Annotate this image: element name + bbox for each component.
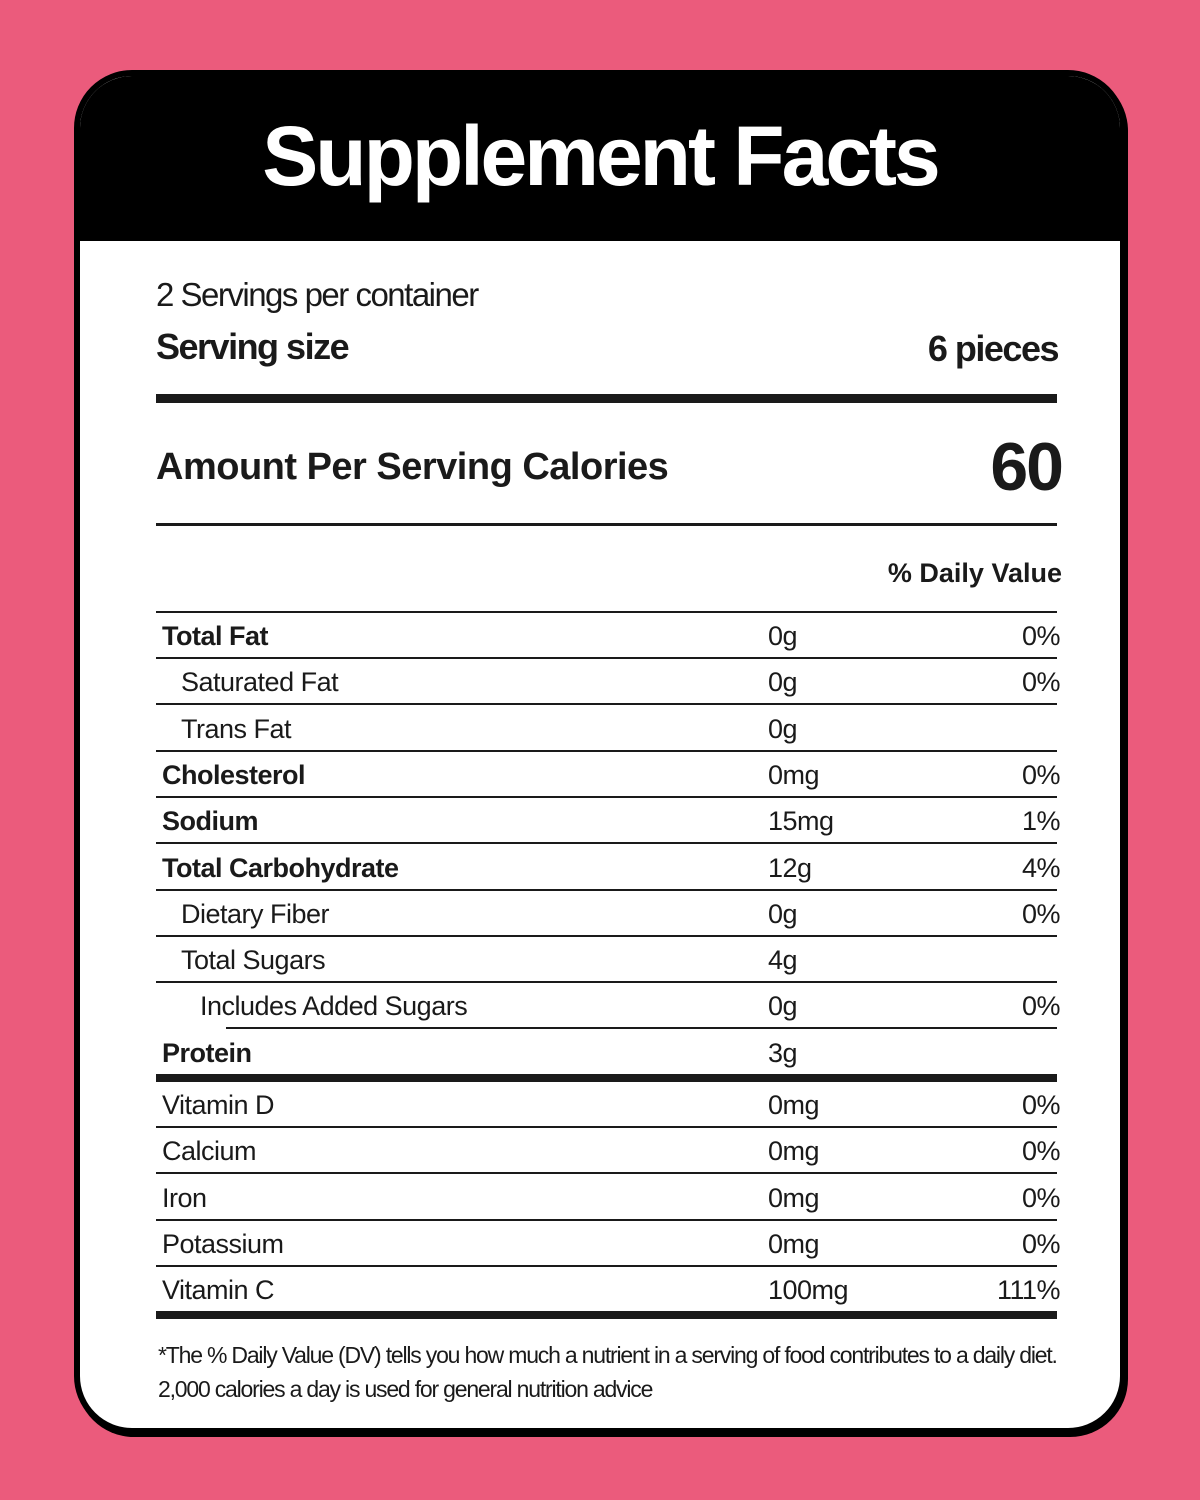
calories-label: Amount Per Serving Calories [156, 446, 669, 488]
nutrient-row: Vitamin D 0mg 0% [156, 1082, 1061, 1128]
nutrient-daily-value: 4% [1021, 852, 1061, 883]
row-divider [156, 749, 1057, 752]
nutrient-row: Includes Added Sugars 0g 0% [156, 983, 1061, 1030]
nutrient-row: Vitamin C 100mg 111% [156, 1267, 1061, 1320]
nutrient-amount: 0g [768, 991, 798, 1022]
row-divider [156, 1264, 1057, 1267]
nutrient-daily-value: 0% [1021, 1182, 1061, 1213]
nutrient-amount: 0mg [768, 759, 820, 790]
nutrient-amount: 4g [768, 945, 798, 976]
nutrient-daily-value: 0% [1021, 898, 1061, 929]
nutrient-row: Total Sugars 4g [156, 937, 1057, 984]
row-divider [156, 1126, 1057, 1128]
nutrient-daily-value: 0% [1021, 991, 1061, 1022]
nutrient-row: Protein 3g [156, 1030, 1057, 1082]
nutrient-name: Total Sugars [181, 945, 326, 976]
nutrient-row: Calcium 0mg 0% [156, 1128, 1061, 1175]
nutrient-row: Cholesterol 0mg 0% [156, 752, 1061, 798]
nutrient-amount: 15mg [768, 806, 834, 837]
nutrient-row: Total Carbohydrate 12g 4% [156, 845, 1061, 891]
row-divider [156, 981, 1057, 984]
row-divider [156, 1311, 1057, 1320]
nutrient-name: Saturated Fat [181, 667, 339, 698]
serving-size-value: 6 pieces [927, 328, 1060, 369]
row-divider [156, 934, 1057, 937]
nutrient-name: Vitamin C [162, 1275, 275, 1306]
nutrient-name: Trans Fat [181, 713, 292, 744]
nutrient-name: Sodium [162, 806, 259, 837]
nutrient-name: Iron [162, 1182, 207, 1213]
nutrient-daily-value: 0% [1021, 759, 1061, 790]
row-divider [156, 657, 1057, 659]
nutrient-amount: 0g [768, 898, 798, 929]
row-divider [156, 703, 1057, 706]
nutrient-amount: 0g [768, 667, 798, 698]
row-divider [156, 1172, 1057, 1175]
nutrient-daily-value: 0% [1021, 1228, 1061, 1259]
nutrient-daily-value: 111% [996, 1275, 1061, 1306]
servings-per-container: 2 Servings per container [156, 276, 479, 313]
supplement-facts-panel: Supplement Facts 2 Servings per containe… [74, 70, 1126, 1434]
nutrient-amount: 0g [768, 621, 798, 651]
divider [156, 611, 1057, 613]
divider [156, 523, 1057, 526]
nutrient-name: Total Carbohydrate [162, 852, 399, 883]
nutrient-name: Vitamin D [162, 1090, 275, 1120]
nutrient-daily-value: 0% [1021, 621, 1061, 651]
serving-size-label: Serving size [156, 326, 350, 367]
nutrient-row: Saturated Fat 0g 0% [156, 659, 1061, 706]
nutrient-daily-value: 0% [1021, 1090, 1061, 1120]
row-divider [156, 795, 1057, 798]
row-divider [156, 1218, 1057, 1221]
nutrient-name: Total Fat [162, 621, 269, 651]
nutrient-row: Total Fat 0g 0% [156, 613, 1061, 659]
nutrient-row: Dietary Fiber 0g 0% [156, 891, 1061, 937]
row-divider [156, 1073, 1057, 1082]
nutrient-amount: 0g [768, 713, 798, 744]
row-divider [156, 842, 1057, 845]
thick-divider [156, 394, 1057, 403]
nutrient-row: Sodium 15mg 1% [156, 798, 1061, 845]
nutrient-name: Dietary Fiber [181, 898, 330, 929]
nutrient-daily-value: 0% [1021, 1136, 1061, 1167]
nutrient-row: Iron 0mg 0% [156, 1175, 1061, 1221]
nutrient-amount: 0mg [768, 1136, 820, 1167]
panel-title: Supplement Facts [262, 109, 940, 203]
nutrient-daily-value: 0% [1021, 667, 1061, 698]
nutrient-amount: 12g [768, 852, 812, 883]
nutrient-daily-value: 1% [1021, 806, 1061, 837]
nutrient-amount: 0mg [768, 1090, 820, 1120]
calories-value: 60 [990, 429, 1064, 505]
nutrient-name: Includes Added Sugars [200, 991, 468, 1022]
nutrient-amount: 3g [768, 1037, 798, 1068]
nutrient-row: Trans Fat 0g [156, 706, 1057, 752]
nutrient-name: Potassium [162, 1228, 284, 1259]
nutrient-name: Calcium [162, 1136, 257, 1167]
nutrient-amount: 0mg [768, 1182, 820, 1213]
footnote: *The % Daily Value (DV) tells you how mu… [158, 1342, 1058, 1402]
row-divider [226, 1027, 1057, 1030]
nutrient-row: Potassium 0mg 0% [156, 1221, 1061, 1267]
header-band: Supplement Facts [80, 76, 1120, 241]
nutrient-name: Cholesterol [162, 759, 306, 790]
nutrient-name: Protein [162, 1037, 252, 1068]
nutrient-amount: 0mg [768, 1228, 820, 1259]
daily-value-header: % Daily Value [887, 558, 1062, 588]
row-divider [156, 888, 1057, 891]
nutrient-amount: 100mg [768, 1275, 849, 1306]
